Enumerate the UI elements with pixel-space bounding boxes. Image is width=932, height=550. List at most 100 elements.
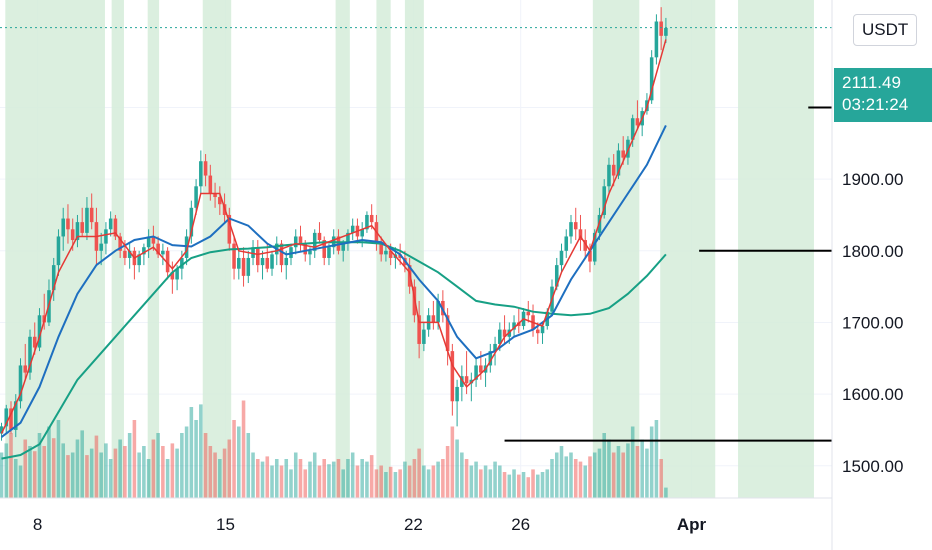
volume-bar — [194, 420, 198, 498]
volume-bar — [312, 452, 317, 498]
volume-bar — [70, 452, 75, 498]
volume-bar — [99, 452, 103, 498]
volume-bar — [203, 433, 208, 498]
volume-bar — [37, 433, 42, 498]
volume-bar — [431, 465, 436, 498]
candle-body — [607, 164, 611, 187]
candle-body — [127, 250, 132, 258]
volume-bar — [42, 446, 47, 498]
volume-bar — [379, 465, 383, 498]
candle-body — [9, 408, 13, 430]
volume-bar — [350, 452, 355, 498]
volume-bar — [521, 472, 526, 498]
volume-bar — [175, 448, 179, 498]
volume-bar — [479, 469, 483, 498]
candle-body — [165, 250, 170, 273]
volume-bar — [75, 439, 80, 498]
volume-bar — [526, 477, 531, 498]
volume-bar — [488, 469, 493, 498]
volume-bar — [336, 459, 341, 498]
volume-bar — [322, 459, 326, 498]
candle-body — [630, 118, 635, 140]
candle-body — [365, 214, 369, 230]
price-tick-label: 1700.00 — [842, 313, 903, 332]
candle-body — [184, 236, 189, 258]
candle-body — [502, 329, 507, 337]
candle-body — [199, 161, 203, 187]
candle-body — [298, 236, 303, 244]
price-tick-label: 1500.00 — [842, 457, 903, 476]
volume-bar — [118, 439, 122, 498]
volume-bar — [417, 448, 421, 498]
volume-bar — [213, 452, 217, 498]
candle-body — [156, 243, 160, 255]
candle-body — [61, 218, 65, 237]
volume-bar — [403, 461, 407, 498]
candle-body — [270, 254, 274, 269]
highlight-zone — [5, 0, 105, 498]
volume-bar — [422, 465, 426, 498]
candle-body — [317, 232, 322, 241]
quote-currency-button[interactable]: USDT — [853, 14, 918, 46]
time-tick-label: Apr — [677, 515, 707, 534]
candle-body — [341, 243, 345, 251]
volume-bar — [308, 461, 312, 498]
candle-body — [573, 222, 578, 230]
candle-body — [664, 27, 668, 36]
candle-body — [540, 326, 545, 334]
volume-bar — [436, 461, 440, 498]
volume-bar — [559, 446, 564, 498]
candle-body — [18, 365, 23, 402]
volume-bar — [659, 459, 663, 498]
candle-body — [493, 343, 497, 352]
candle-body — [180, 257, 184, 269]
volume-bar — [483, 465, 488, 498]
volume-bar — [573, 459, 578, 498]
volume-bar — [104, 443, 108, 498]
volume-bar — [517, 474, 521, 498]
volume-bar — [569, 452, 573, 498]
candle-body — [422, 329, 426, 344]
volume-bar — [588, 456, 592, 498]
volume-bar — [151, 439, 156, 498]
candle-body — [28, 336, 32, 373]
candle-body — [241, 257, 246, 276]
volume-bar — [0, 452, 4, 498]
volume-bar — [123, 446, 127, 498]
volume-bar — [237, 426, 241, 498]
candle-body — [32, 336, 37, 348]
volume-bar — [621, 452, 625, 498]
volume-bar — [464, 459, 469, 498]
volume-bar — [616, 446, 621, 498]
volume-bar — [284, 459, 289, 498]
volume-bar — [146, 459, 151, 498]
candle-body — [436, 300, 440, 323]
volume-bar — [407, 465, 412, 498]
candle-body — [578, 229, 583, 241]
volume-bar — [279, 465, 284, 498]
volume-bar — [32, 451, 37, 498]
quote-currency-label: USDT — [862, 20, 909, 39]
volume-bar — [94, 435, 99, 498]
candle-body — [89, 207, 94, 223]
time-tick-label: 22 — [404, 515, 423, 534]
candle-body — [284, 257, 289, 266]
volume-bar — [9, 433, 13, 498]
volume-bar — [535, 474, 540, 498]
volume-bar — [360, 459, 364, 498]
time-axis[interactable]: 8 15 22 26 Apr — [33, 515, 707, 534]
volume-bar — [89, 448, 94, 498]
candle-body — [213, 193, 217, 198]
candle-body — [23, 365, 28, 373]
candle-body — [616, 150, 621, 176]
candle-body — [203, 161, 208, 176]
volume-bar — [346, 459, 350, 498]
candle-body — [265, 257, 270, 269]
volume-bar — [298, 459, 303, 498]
volume-bar — [265, 456, 270, 498]
highlight-zone — [376, 0, 391, 498]
volume-bar — [80, 430, 84, 498]
volume-bar — [293, 452, 298, 498]
candle-body — [564, 236, 569, 251]
